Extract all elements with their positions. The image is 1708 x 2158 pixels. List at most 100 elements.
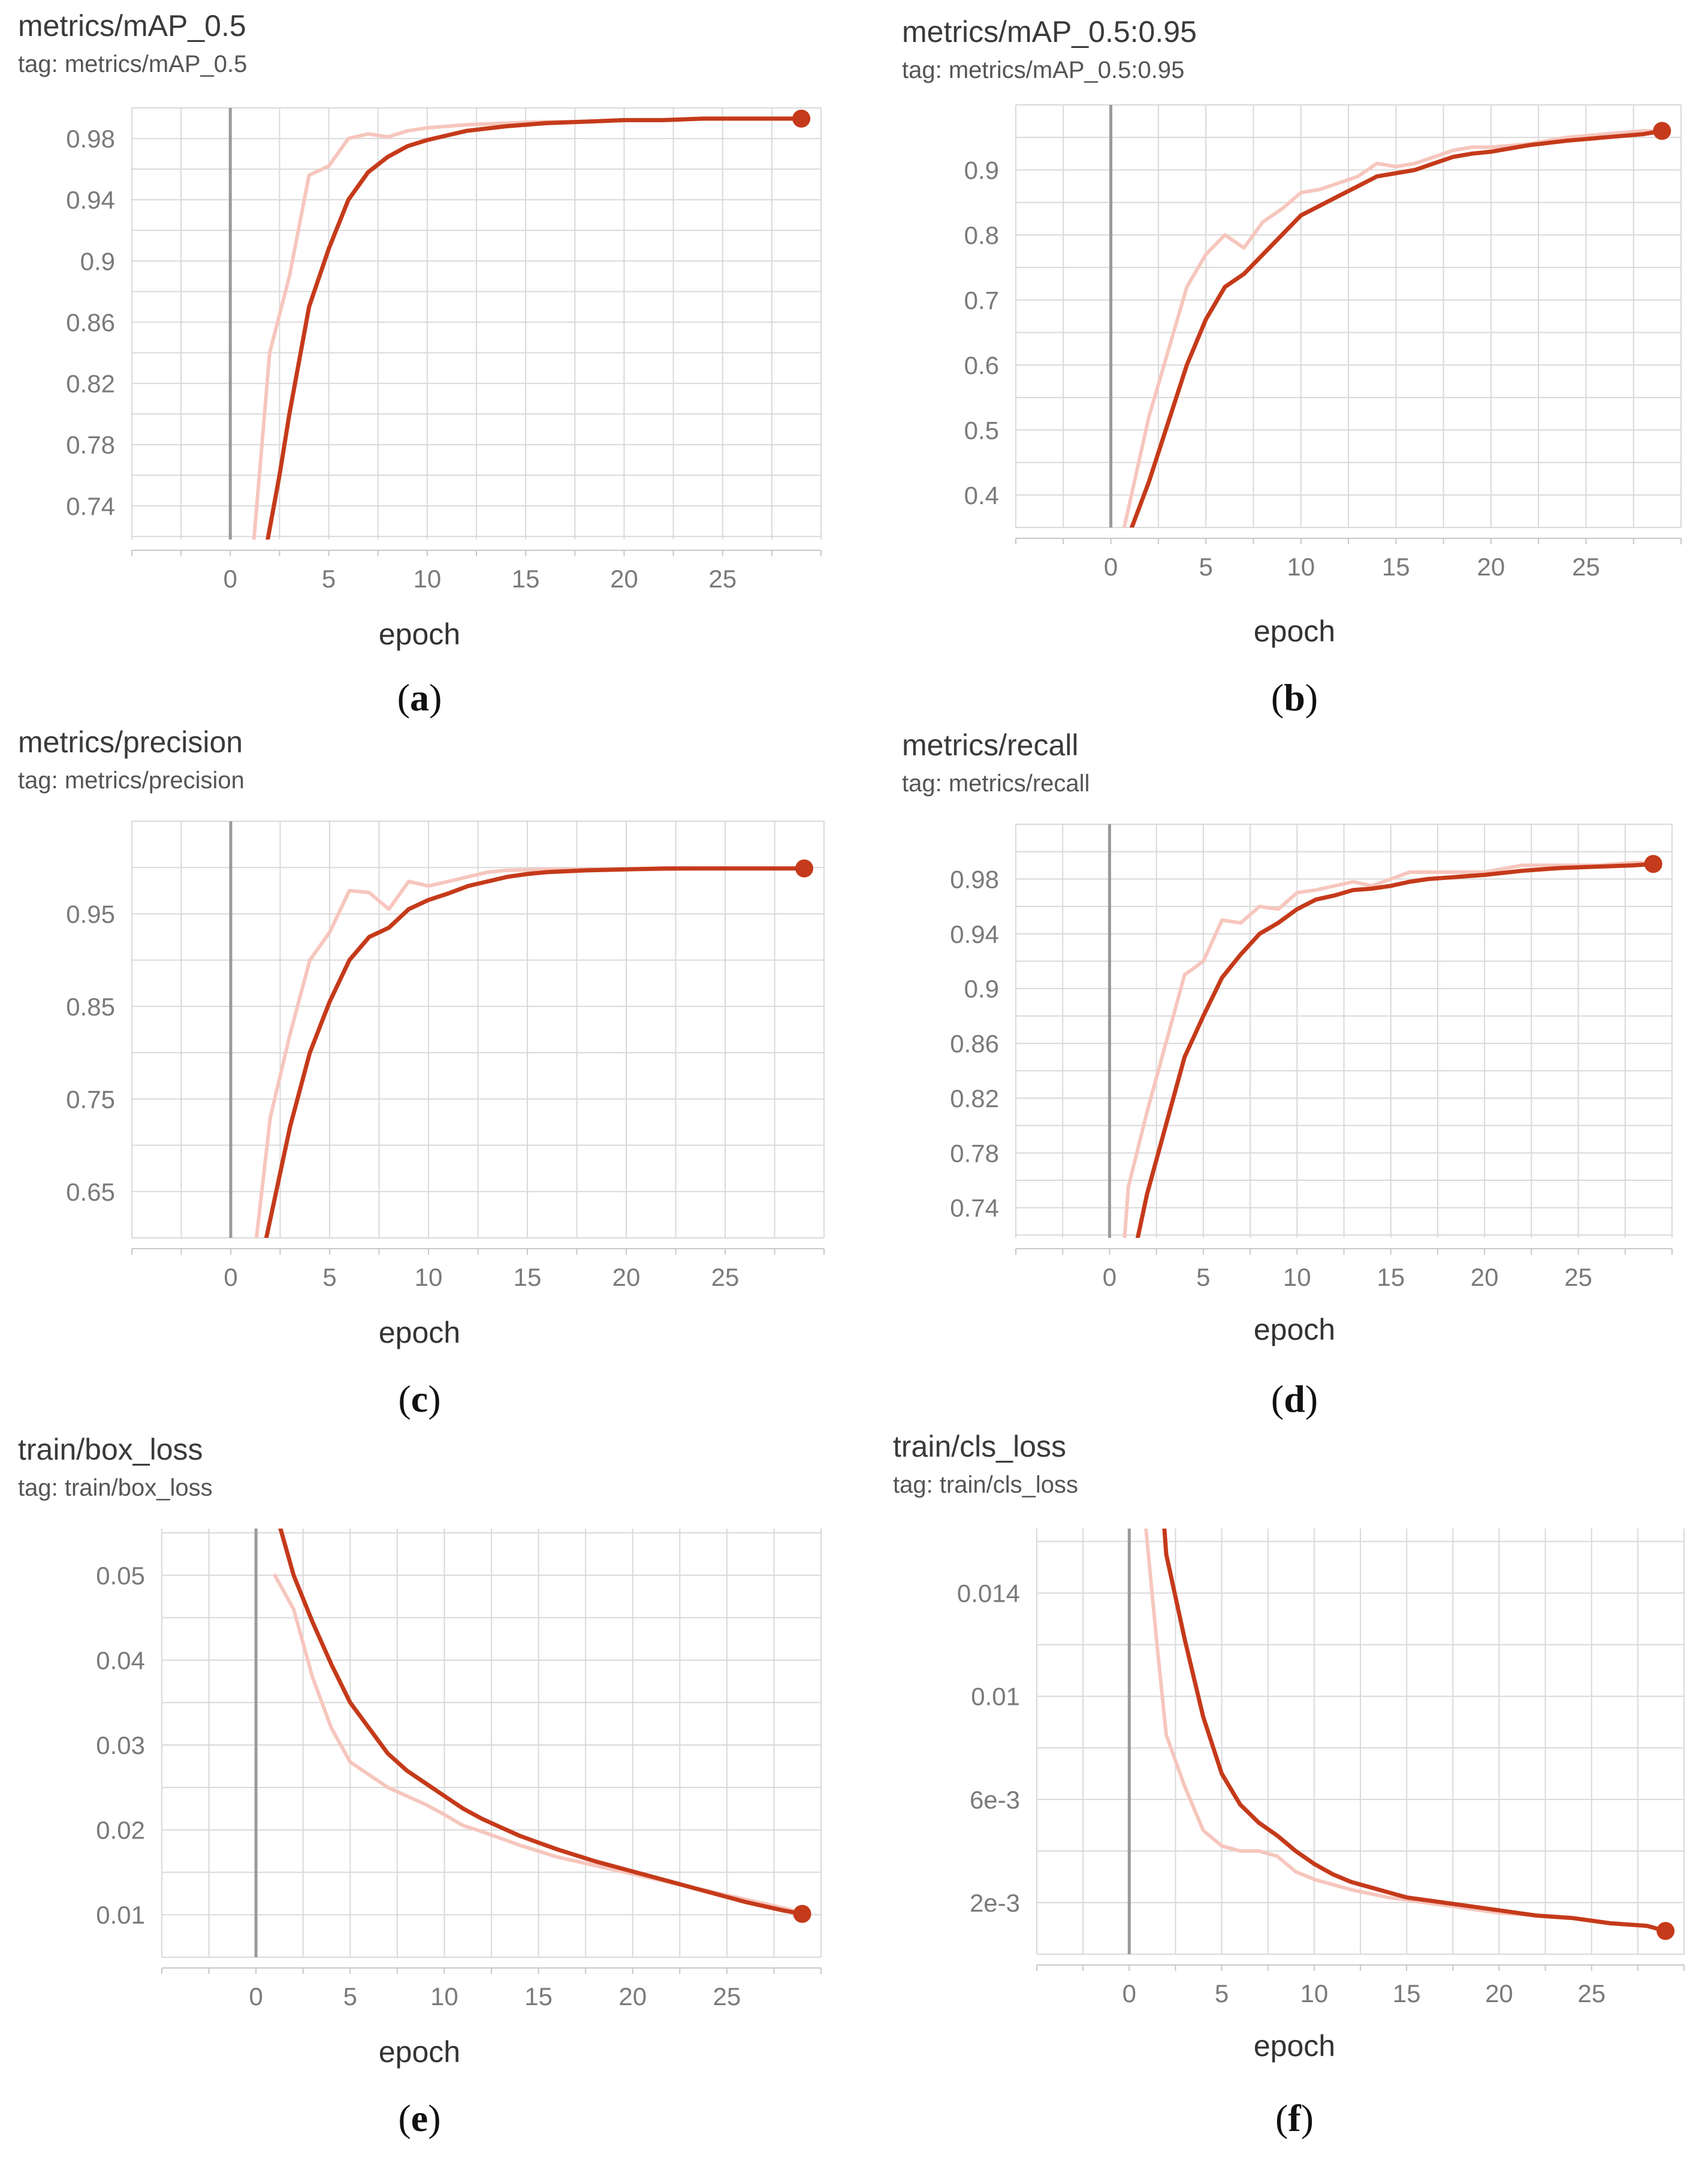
grid	[131, 107, 822, 540]
x-tick-label: 20	[610, 565, 638, 593]
series-endpoint-marker	[1653, 122, 1671, 140]
x-tick-label: 0	[224, 1263, 237, 1291]
panel-caption: (d)	[1271, 1378, 1318, 1420]
y-tick-label: 0.05	[96, 1562, 145, 1590]
y-tick-label: 0.78	[66, 431, 115, 459]
y-tick-label: 0.4	[964, 481, 999, 510]
series-line-raw	[1122, 861, 1655, 1238]
x-tick-label: 0	[1103, 1263, 1116, 1291]
y-tick-label: 0.98	[950, 865, 999, 893]
grid	[1015, 104, 1682, 528]
panel-caption: (b)	[1271, 676, 1318, 719]
series-line-smoothed	[1162, 1529, 1668, 1933]
x-tick-label: 15	[514, 1263, 542, 1291]
chart-tag: tag: train/cls_loss	[893, 1472, 1078, 1498]
panel-caption: (c)	[398, 1378, 440, 1420]
y-tick-label: 0.03	[96, 1731, 145, 1759]
x-axis-label: epoch	[1254, 2029, 1335, 2063]
chart-title: metrics/mAP_0.5	[18, 9, 246, 43]
x-axis-label: epoch	[379, 1316, 460, 1349]
y-tick-label: 0.7	[964, 286, 999, 314]
y-tick-label: 0.98	[66, 125, 115, 153]
x-tick-label: 25	[711, 1263, 740, 1291]
chart-tag: tag: metrics/recall	[902, 770, 1090, 797]
chart-tag: tag: metrics/mAP_0.5:0.95	[902, 57, 1184, 83]
y-tick-label: 6e-3	[970, 1786, 1020, 1814]
x-tick-label: 25	[1577, 1979, 1606, 2008]
series-endpoint-marker	[1644, 855, 1662, 873]
series-line-raw	[1144, 1529, 1668, 1933]
x-tick-label: 0	[1104, 553, 1118, 581]
y-tick-label: 0.01	[96, 1901, 145, 1929]
x-tick-label: 25	[708, 565, 737, 593]
series-endpoint-marker	[793, 1904, 811, 1923]
x-tick-label: 5	[1199, 553, 1212, 581]
x-tick-label: 10	[1283, 1263, 1311, 1291]
series-line-raw	[252, 116, 804, 540]
y-tick-label: 0.5	[964, 416, 999, 444]
y-tick-label: 0.74	[66, 492, 115, 520]
x-tick-label: 20	[612, 1263, 641, 1291]
y-tick-label: 0.86	[950, 1030, 999, 1058]
x-tick-label: 5	[322, 565, 336, 593]
y-tick-label: 0.94	[950, 920, 999, 948]
y-tick-label: 0.85	[66, 993, 115, 1021]
y-tick-label: 0.82	[66, 370, 115, 398]
y-tick-label: 0.82	[950, 1084, 999, 1113]
chart-panel-f: train/cls_loss tag: train/cls_loss 0 5 10 15 2…	[893, 1430, 1685, 2139]
chart-title: metrics/recall	[902, 728, 1078, 762]
series-line-smoothed	[264, 866, 807, 1238]
y-tick-label: 0.9	[964, 156, 999, 184]
chart-title: metrics/mAP_0.5:0.95	[902, 15, 1197, 49]
x-axis-label: epoch	[379, 617, 460, 651]
x-tick-label: 5	[322, 1263, 336, 1291]
x-axis-label: epoch	[1254, 614, 1335, 648]
series-endpoint-marker	[792, 109, 811, 128]
series-endpoint-marker	[795, 859, 813, 878]
panel-caption: (f)	[1275, 2097, 1314, 2139]
x-tick-label: 15	[1377, 1263, 1405, 1291]
series-line-smoothed	[265, 116, 804, 540]
series-line-smoothed	[1135, 861, 1656, 1238]
x-tick-label: 10	[415, 1263, 443, 1291]
x-tick-label: 25	[713, 1982, 741, 2011]
chart-panel-a: metrics/mAP_0.5 tag: metrics/mAP_0.5 0 5 10 1…	[18, 9, 822, 719]
series-line-raw	[1122, 129, 1664, 528]
x-tick-label: 5	[1196, 1263, 1210, 1291]
x-tick-label: 10	[1300, 1979, 1328, 2008]
y-tick-label: 2e-3	[970, 1889, 1020, 1917]
x-tick-label: 5	[343, 1982, 357, 2011]
x-tick-label: 20	[1471, 1263, 1499, 1291]
series-line-smoothed	[278, 1529, 805, 1916]
x-tick-label: 0	[1122, 1979, 1136, 2008]
y-tick-label: 0.6	[964, 351, 999, 379]
x-tick-label: 0	[224, 565, 237, 593]
x-tick-label: 20	[1477, 553, 1505, 581]
chart-tag: tag: metrics/precision	[18, 767, 245, 794]
series-endpoint-marker	[1656, 1922, 1675, 1940]
x-tick-label: 15	[1382, 553, 1410, 581]
x-tick-label: 15	[524, 1982, 553, 2011]
x-tick-label: 10	[1287, 553, 1315, 581]
x-tick-label: 0	[249, 1982, 262, 2011]
y-tick-label: 0.95	[66, 900, 115, 928]
x-axis-label: epoch	[1254, 1313, 1335, 1346]
x-tick-label: 10	[413, 565, 441, 593]
grid	[131, 821, 825, 1238]
y-tick-label: 0.014	[957, 1580, 1020, 1608]
x-tick-label: 15	[1393, 1979, 1421, 2008]
y-tick-label: 0.9	[80, 247, 115, 275]
x-tick-label: 25	[1572, 553, 1600, 581]
y-tick-label: 0.02	[96, 1816, 145, 1844]
x-tick-label: 25	[1564, 1263, 1592, 1291]
y-tick-label: 0.04	[96, 1646, 145, 1674]
y-tick-label: 0.01	[971, 1683, 1020, 1711]
y-tick-label: 0.74	[950, 1194, 999, 1222]
x-tick-label: 5	[1215, 1979, 1229, 2008]
chart-tag: tag: train/box_loss	[18, 1475, 213, 1501]
y-tick-label: 0.86	[66, 308, 115, 336]
y-tick-label: 0.65	[66, 1178, 115, 1206]
y-tick-label: 0.78	[950, 1139, 999, 1167]
y-tick-label: 0.8	[964, 221, 999, 249]
